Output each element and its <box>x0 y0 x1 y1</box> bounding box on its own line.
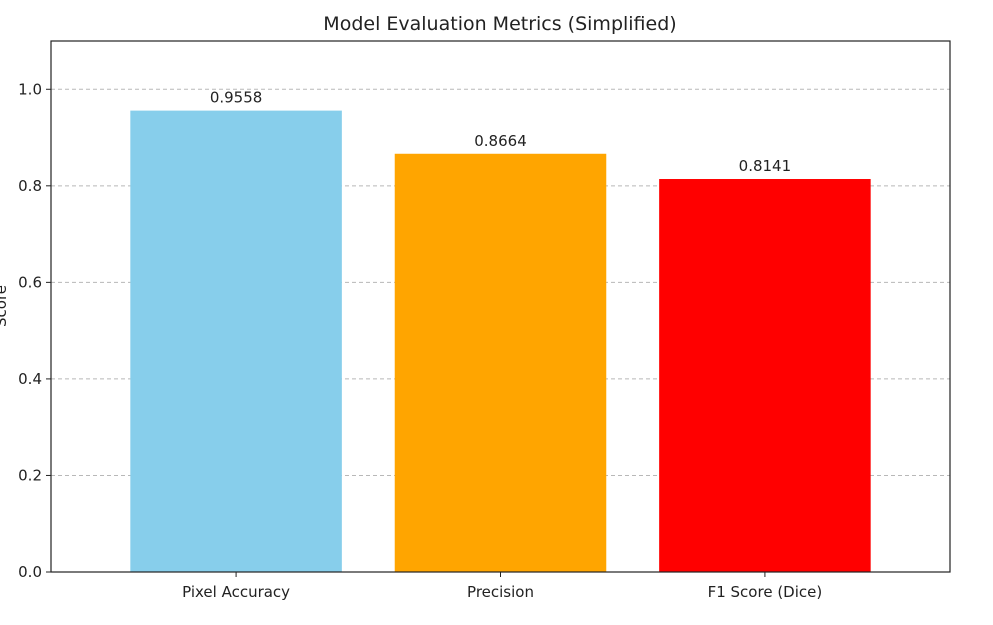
bar-value-label: 0.9558 <box>210 89 263 107</box>
y-tick-label: 1.0 <box>18 80 42 98</box>
y-axis-ticks: 0.0 0.2 0.4 0.6 0.8 1.0 <box>18 80 51 581</box>
bars <box>130 110 871 573</box>
y-tick-label: 0.6 <box>18 273 42 291</box>
y-tick-label: 0.2 <box>18 466 42 484</box>
bar-f1-score-dice <box>659 179 871 573</box>
y-tick-label: 0.8 <box>18 177 42 195</box>
bar-value-label: 0.8664 <box>474 132 527 150</box>
bar-precision <box>394 153 607 573</box>
chart-title: Model Evaluation Metrics (Simplified) <box>323 13 676 35</box>
y-tick-label: 0.4 <box>18 370 42 388</box>
y-tick-label: 0.0 <box>18 563 42 581</box>
bar-pixel-accuracy <box>130 110 342 572</box>
x-tick-label: Precision <box>467 583 534 601</box>
value-labels: 0.9558 0.8664 0.8141 <box>210 89 791 175</box>
bar-value-label: 0.8141 <box>739 157 792 175</box>
x-tick-label: Pixel Accuracy <box>182 583 290 601</box>
x-axis-ticks: Pixel Accuracy Precision F1 Score (Dice) <box>182 572 822 601</box>
y-axis-label: Score <box>0 285 10 327</box>
x-tick-label: F1 Score (Dice) <box>708 583 823 601</box>
